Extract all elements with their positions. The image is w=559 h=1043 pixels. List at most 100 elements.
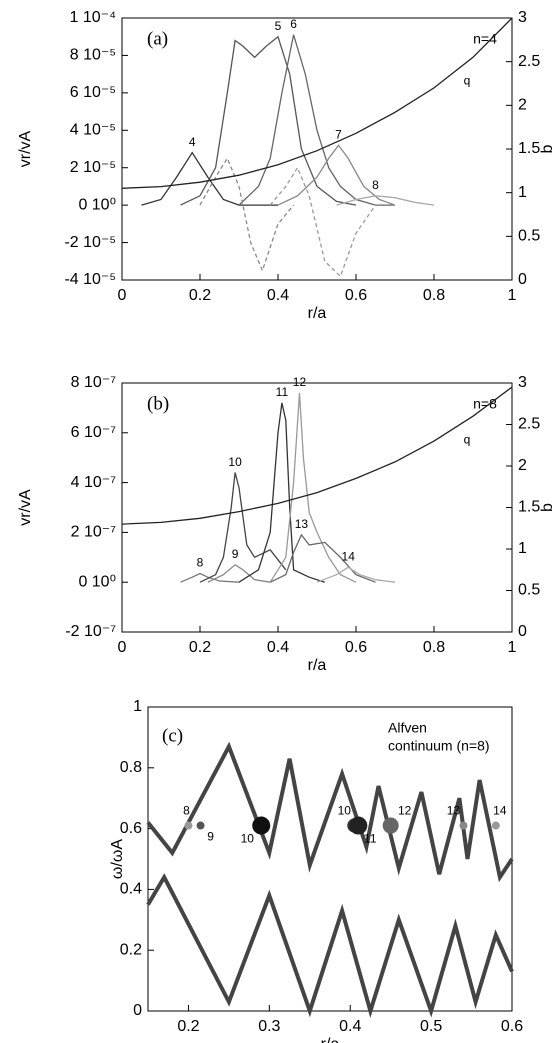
y2-tick-label: 0.5 (518, 582, 540, 599)
y-tick-label: 8 10⁻⁷ (71, 374, 117, 391)
y2-axis-label: b (539, 144, 556, 153)
series-line (269, 166, 377, 278)
series-label: 8 (197, 556, 204, 570)
series-line (269, 392, 357, 583)
x-tick-label: 0.4 (267, 287, 289, 304)
y-tick-label: 1 (133, 698, 142, 715)
x-tick-label: 0.2 (189, 287, 211, 304)
y-tick-label: 0.2 (120, 941, 142, 958)
series-line (141, 151, 278, 206)
mode-point (252, 816, 271, 835)
series-label: 8 (372, 178, 379, 192)
series-line (238, 402, 325, 583)
series-line (277, 144, 396, 206)
point-label: 10 (338, 804, 352, 818)
y-tick-label: -2 10⁻⁵ (64, 234, 116, 251)
x-tick-label: 0 (118, 639, 127, 656)
series-label: 6 (290, 17, 297, 31)
mode-point (196, 821, 205, 830)
series-line (146, 873, 514, 1019)
annotation: n=4 (473, 31, 497, 47)
x-tick-label: 0.8 (423, 639, 445, 656)
y-tick-label: 0.4 (120, 881, 142, 898)
x-tick-label: 0.2 (189, 639, 211, 656)
y2-tick-label: 2 (518, 457, 527, 474)
x-tick-label: 0.6 (345, 287, 367, 304)
point-label: 14 (493, 804, 507, 818)
y2-tick-label: 1.5 (518, 499, 540, 516)
series-label: 10 (228, 455, 242, 469)
annotation: Alfven (388, 720, 427, 736)
series-label: 11 (276, 385, 289, 399)
y-tick-label: 6 10⁻⁵ (70, 84, 116, 101)
series-line (238, 34, 395, 206)
y-tick-label: 0 10⁰ (78, 573, 116, 590)
point-label: 13 (447, 804, 461, 818)
x-tick-label: 0.6 (501, 1018, 523, 1035)
series-line (121, 17, 513, 189)
series-label: 7 (335, 127, 342, 141)
y-tick-label: -4 10⁻⁵ (64, 271, 116, 288)
series-label: q (464, 73, 471, 87)
y-tick-label: 2 10⁻⁵ (70, 159, 116, 176)
point-label: 9 (207, 830, 214, 844)
y-tick-label: 0 10⁰ (78, 196, 116, 213)
panel-label: (a) (147, 28, 168, 49)
series-line (121, 386, 513, 525)
point-label: 10 (241, 832, 255, 846)
y-tick-label: 0.6 (120, 820, 142, 837)
point-label: 8 (183, 804, 190, 818)
panel-label: (b) (147, 393, 169, 414)
series-line (146, 741, 514, 883)
series-line (180, 572, 240, 583)
series-label: q (464, 432, 471, 446)
x-tick-label: 1 (508, 287, 517, 304)
x-axis-label: r/a (321, 1036, 340, 1043)
y-tick-label: 0.8 (120, 759, 142, 776)
y2-tick-label: 1.5 (518, 140, 540, 157)
y2-tick-label: 1 (518, 184, 527, 201)
x-axis-label: r/a (308, 305, 327, 322)
series-line (316, 566, 396, 583)
y-tick-label: 8 10⁻⁵ (70, 47, 116, 64)
y2-tick-label: 0 (518, 271, 527, 288)
point-label: 11 (364, 832, 377, 846)
y-tick-label: 4 10⁻⁷ (71, 474, 117, 491)
mode-point (459, 821, 468, 830)
y2-axis-label: b (539, 503, 556, 512)
point-label: 12 (398, 804, 412, 818)
x-axis-label: r/a (308, 657, 327, 674)
x-tick-label: 0.3 (258, 1018, 280, 1035)
y-tick-label: 0 (133, 1002, 142, 1019)
x-tick-label: 0.5 (420, 1018, 442, 1035)
series-label: 13 (295, 517, 309, 531)
x-tick-label: 1 (508, 639, 517, 656)
mode-point (184, 821, 193, 830)
y-tick-label: -2 10⁻⁷ (65, 623, 116, 640)
x-tick-label: 0.4 (339, 1018, 361, 1035)
panel-label: (c) (162, 725, 183, 746)
y2-tick-label: 3 (518, 374, 527, 391)
x-tick-label: 0.4 (267, 639, 289, 656)
mode-point (349, 816, 368, 835)
x-tick-label: 0.6 (345, 639, 367, 656)
annotation: continuum (n=8) (388, 738, 490, 754)
y2-tick-label: 2.5 (518, 53, 540, 70)
series-line (199, 156, 295, 273)
series-label: 14 (342, 549, 356, 563)
y-axis-label: vr/vA (17, 130, 34, 167)
y-tick-label: 1 10⁻⁴ (70, 9, 117, 26)
y2-tick-label: 3 (518, 9, 527, 26)
series-label: 9 (232, 547, 239, 561)
series-label: 4 (189, 135, 196, 149)
y2-tick-label: 2 (518, 97, 527, 114)
series-line (199, 472, 287, 583)
mode-point (491, 821, 500, 830)
y2-tick-label: 0.5 (518, 228, 540, 245)
x-tick-label: 0 (118, 287, 127, 304)
plot-frame (121, 382, 513, 633)
y2-tick-label: 2.5 (518, 416, 540, 433)
y-tick-label: 2 10⁻⁷ (71, 524, 117, 541)
